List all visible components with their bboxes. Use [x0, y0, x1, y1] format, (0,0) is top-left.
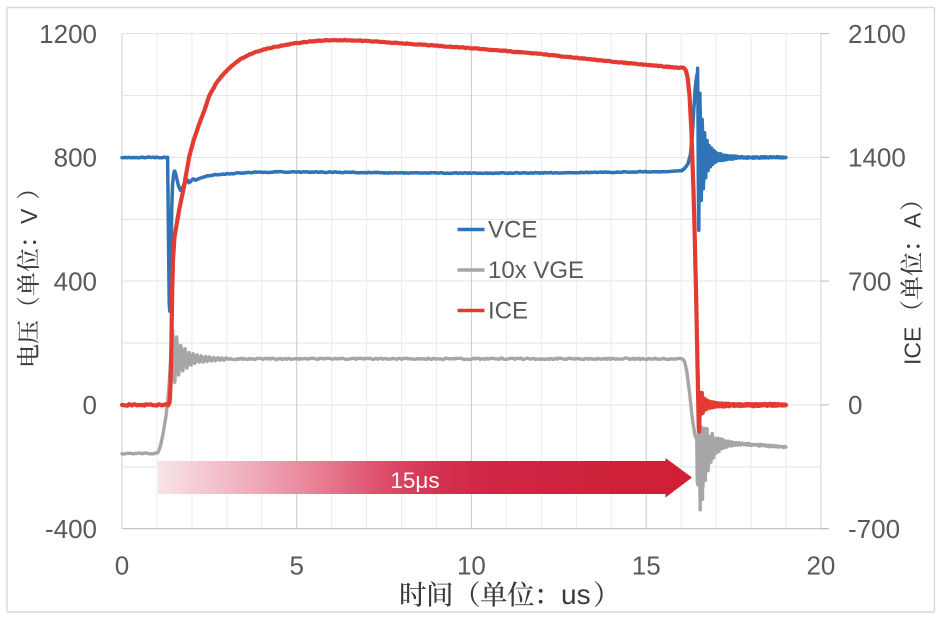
- svg-text:400: 400: [54, 266, 97, 296]
- svg-text:10: 10: [457, 551, 486, 581]
- svg-text:0: 0: [83, 390, 97, 420]
- svg-text:-700: -700: [848, 514, 900, 544]
- svg-text:0: 0: [115, 551, 129, 581]
- svg-text:-400: -400: [45, 514, 97, 544]
- svg-text:ICE: ICE: [900, 327, 926, 365]
- svg-text:V: V: [16, 208, 42, 224]
- svg-text:2100: 2100: [848, 19, 906, 49]
- svg-text:15: 15: [632, 551, 661, 581]
- svg-text:1400: 1400: [848, 143, 906, 173]
- svg-text:1200: 1200: [39, 19, 97, 49]
- svg-text:10x VGE: 10x VGE: [488, 257, 584, 284]
- svg-text:0: 0: [848, 390, 862, 420]
- svg-text:5: 5: [289, 551, 303, 581]
- svg-text:us: us: [561, 579, 591, 610]
- svg-text:800: 800: [54, 143, 97, 173]
- svg-text:15μs: 15μs: [390, 468, 439, 493]
- svg-text:700: 700: [848, 266, 891, 296]
- svg-text:A: A: [900, 212, 926, 228]
- svg-text:ICE: ICE: [488, 298, 528, 325]
- svg-text:20: 20: [806, 551, 835, 581]
- svg-text:VCE: VCE: [488, 217, 537, 244]
